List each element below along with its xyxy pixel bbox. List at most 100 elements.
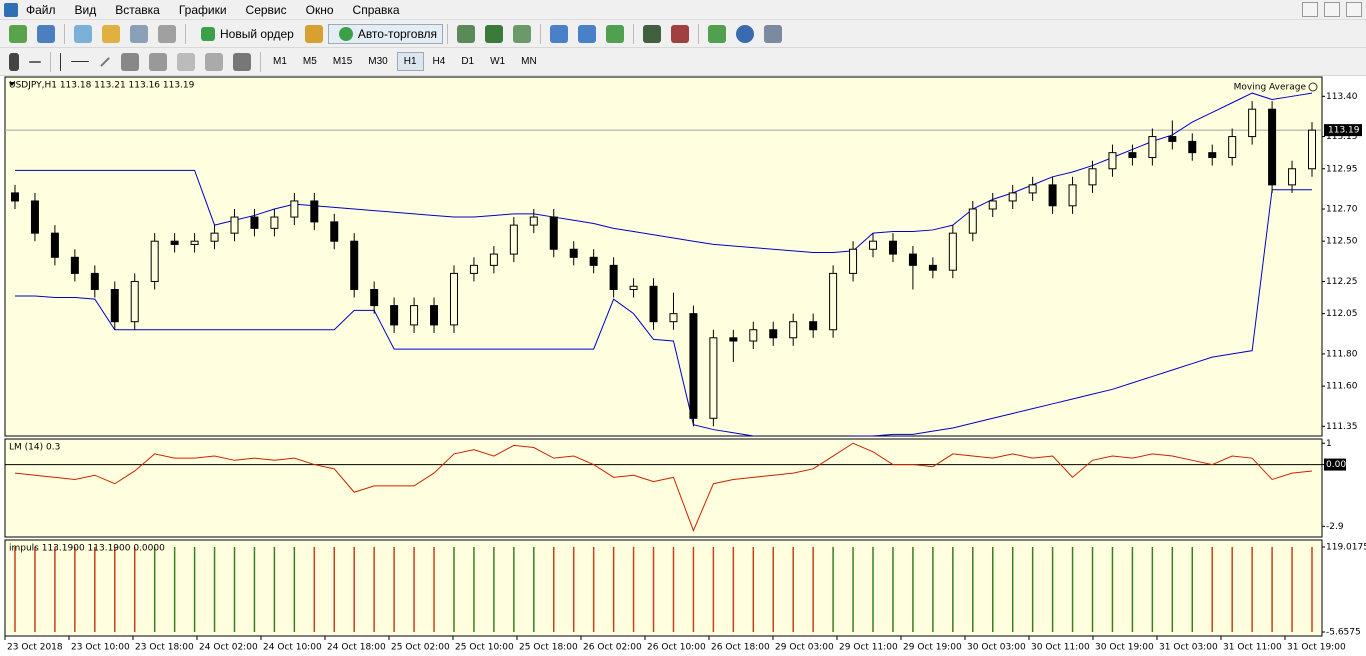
candle-chart-icon[interactable] [485, 24, 504, 43]
profiles-icon[interactable] [37, 24, 55, 43]
candle-body [769, 329, 778, 339]
timeframe-button[interactable]: MN [521, 56, 537, 67]
channel-icon[interactable] [121, 52, 139, 71]
candle-body [1268, 108, 1277, 186]
y-tick-label: 112.95 [1326, 164, 1358, 174]
hline-icon[interactable] [71, 61, 89, 62]
current-price-box [1324, 124, 1362, 137]
shift-icon[interactable] [671, 24, 690, 43]
auto-trading-button[interactable]: Авто-торговля [327, 23, 444, 44]
restore[interactable] [1324, 2, 1340, 17]
menu-item[interactable]: Файл [26, 2, 56, 17]
navigator-icon[interactable] [102, 24, 120, 43]
y-tick-label: -5.6575 [1326, 628, 1361, 638]
x-tick-label: 31 Oct 11:00 [1223, 643, 1282, 653]
separator [64, 23, 65, 44]
fibo-icon[interactable] [149, 52, 167, 71]
tester-icon[interactable] [158, 24, 176, 43]
separator [633, 23, 635, 44]
timeframe-button[interactable]: M30 [368, 56, 388, 67]
menu-item[interactable]: Графики [178, 2, 227, 17]
close[interactable] [1346, 2, 1362, 17]
panel-title: USDJPY,H1 113.18 113.21 113.16 113.19 [9, 81, 195, 91]
candle-body [469, 264, 478, 274]
tile-icon[interactable] [606, 24, 625, 43]
bar-chart-icon[interactable] [457, 24, 476, 43]
separator [698, 23, 700, 44]
timeframe-button[interactable]: M15 [332, 56, 353, 67]
candle-body [290, 200, 299, 218]
candle-body [908, 253, 917, 266]
x-tick-label: 30 Oct 19:00 [1095, 643, 1154, 653]
candle-body [649, 285, 658, 323]
x-tick-label: 25 Oct 18:00 [519, 643, 578, 653]
x-tick-label: 31 Oct 19:00 [1287, 643, 1346, 653]
toolbar-drawing: M1 M5 M15 M30 H1 H4 D1 W1 MN [0, 48, 1366, 76]
panel-plot [5, 442, 1322, 532]
autoscroll-icon[interactable] [643, 24, 662, 43]
candle-body [1168, 136, 1177, 142]
timeframe-button[interactable]: H1 [396, 52, 424, 71]
text-icon[interactable] [177, 52, 195, 71]
timeframe-button[interactable]: H4 [432, 56, 446, 67]
candle-body [50, 232, 59, 258]
menu-item[interactable]: Окно [305, 2, 334, 17]
candle-body [928, 264, 937, 271]
x-tick-label: 26 Oct 02:00 [583, 643, 642, 653]
envelope-line [15, 189, 1312, 436]
new-chart-icon[interactable] [9, 24, 27, 43]
line-chart-icon[interactable] [513, 24, 532, 43]
x-tick-label: 30 Oct 11:00 [1031, 643, 1090, 653]
candle-body [110, 289, 119, 323]
zoom-out-icon[interactable] [578, 24, 597, 43]
meta-editor-icon[interactable] [304, 24, 323, 43]
candle-body [1308, 129, 1316, 170]
candle-body [489, 253, 498, 266]
menu-item[interactable]: Справка [352, 2, 400, 17]
cursor-icon[interactable] [9, 52, 19, 71]
x-tick-label: 29 Oct 19:00 [903, 643, 962, 653]
x-tick-label: 24 Oct 18:00 [327, 643, 386, 653]
minimize[interactable] [1302, 2, 1318, 17]
indicators-icon[interactable] [708, 24, 727, 43]
indicator-label: Moving Average [1234, 83, 1307, 93]
menu-item[interactable]: Сервис [245, 2, 287, 17]
candle-body [1128, 152, 1137, 158]
candle-body [170, 240, 179, 245]
candle-body [529, 216, 538, 226]
x-tick-label: 31 Oct 03:00 [1159, 643, 1218, 653]
candle-body [869, 240, 878, 250]
periods-icon[interactable] [736, 24, 755, 43]
candle-body [11, 192, 19, 202]
y-tick-label: 111.60 [1326, 382, 1358, 392]
timeframe-button[interactable]: M1 [273, 56, 287, 67]
templates-icon[interactable] [764, 24, 783, 43]
menu-item[interactable]: Вид [74, 2, 97, 17]
panel-plot [14, 547, 1313, 632]
x-tick-label: 25 Oct 10:00 [455, 643, 514, 653]
candle-body [1228, 136, 1237, 158]
candle-body [30, 200, 39, 234]
timeframe-button[interactable]: M5 [302, 56, 317, 67]
vline-icon[interactable] [60, 52, 61, 71]
terminal-icon[interactable] [130, 24, 148, 43]
y-tick-label: 113.15 [1326, 132, 1358, 142]
x-tick-label: 29 Oct 11:00 [839, 643, 898, 653]
candle-body [809, 321, 818, 331]
timeframe-button[interactable]: D1 [461, 56, 475, 67]
arrows-icon[interactable] [233, 52, 251, 71]
candle-body [849, 248, 858, 274]
candle-body [689, 313, 698, 419]
menu-item[interactable]: Вставка [115, 2, 160, 17]
x-tick-label: 26 Oct 10:00 [647, 643, 706, 653]
crosshair-icon[interactable] [29, 60, 41, 63]
label-icon[interactable] [205, 52, 223, 71]
new-order-button[interactable]: Новый ордер [190, 24, 300, 44]
candle-body [1108, 152, 1117, 170]
timeframe-button[interactable]: W1 [490, 56, 506, 67]
trendline-icon[interactable] [100, 56, 110, 67]
candle-body [1248, 108, 1257, 138]
candle-body [509, 224, 518, 255]
market-watch-icon[interactable] [74, 24, 92, 43]
zoom-in-icon[interactable] [550, 24, 569, 43]
